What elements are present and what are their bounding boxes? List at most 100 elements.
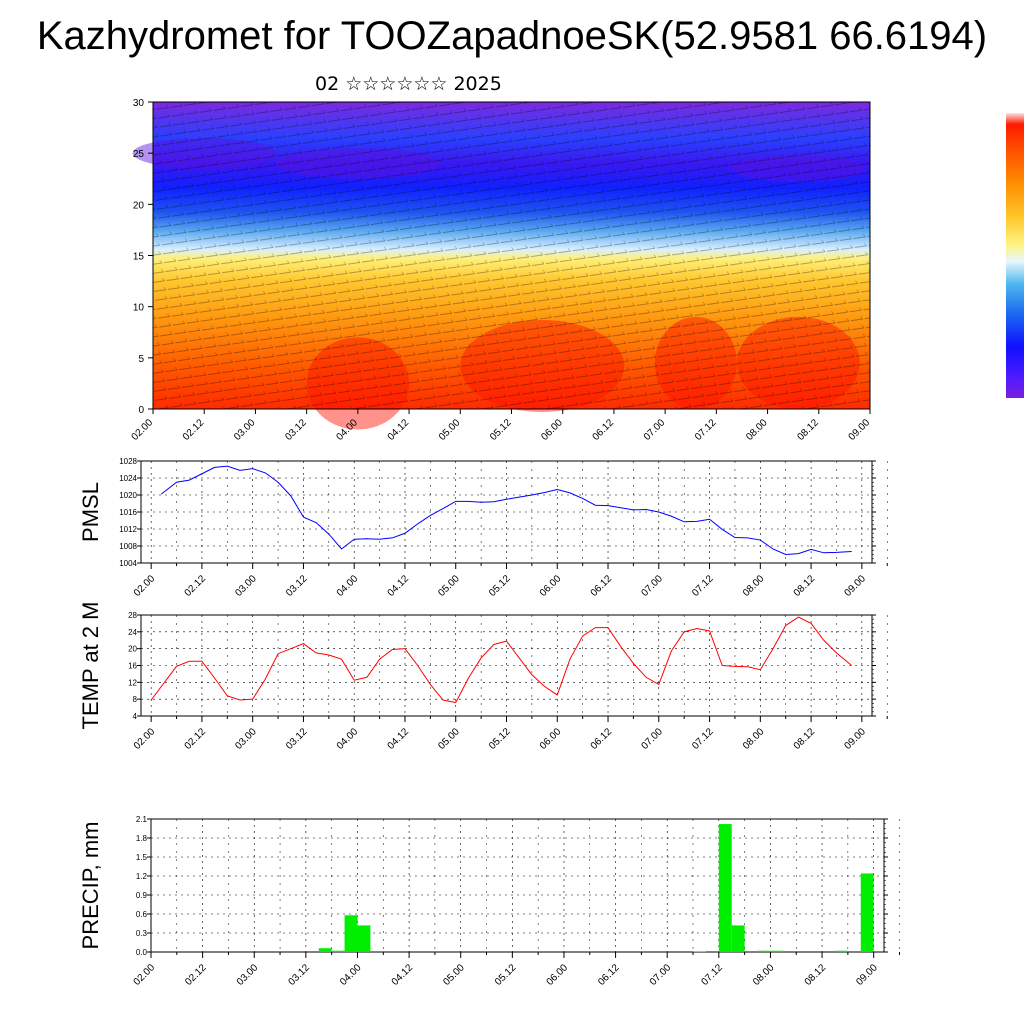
cross-section-y-tick-label: 30 xyxy=(133,98,145,109)
cross-section-x-tick-label: 03.00 xyxy=(232,417,258,443)
x-tick-label: 09.00 xyxy=(842,726,868,752)
x-tick-label: 08.12 xyxy=(792,573,818,599)
precip-bar xyxy=(357,925,371,952)
x-tick-label: 08.00 xyxy=(741,573,767,599)
y-tick-label: 1024 xyxy=(119,474,137,483)
cross-section-x-tick-label: 07.00 xyxy=(642,417,668,443)
cross-section-x-tick-label: 05.12 xyxy=(488,417,514,443)
cross-section-y-tick-label: 10 xyxy=(133,303,145,314)
x-tick-label: 03.12 xyxy=(287,962,313,988)
x-tick-label: 07.12 xyxy=(699,962,725,988)
y-tick-label: 1016 xyxy=(119,508,137,517)
cross-section-x-tick-label: 02.12 xyxy=(181,417,207,443)
cross-section-y-tick-label: 0 xyxy=(138,405,144,416)
x-tick-label: 08.00 xyxy=(741,726,767,752)
x-tick-label: 02.12 xyxy=(183,726,209,752)
x-tick-label: 08.12 xyxy=(792,726,818,752)
x-tick-label: 04.12 xyxy=(386,726,412,752)
x-tick-label: 06.00 xyxy=(538,726,564,752)
temp-panel: 4 8 12 16 20 24 28 02.00 02.12 03.00 03.12 04.00 04.… xyxy=(78,602,888,752)
y-tick-label: 1012 xyxy=(119,525,137,534)
cross-section-x-tick-label: 04.12 xyxy=(386,417,412,443)
y-tick-label: 0.3 xyxy=(136,929,148,938)
x-tick-label: 05.00 xyxy=(436,573,462,599)
x-tick-label: 06.00 xyxy=(545,962,571,988)
y-axis-label: PRECIP, mm xyxy=(78,822,103,950)
wind-vector-overlay xyxy=(153,102,870,409)
precip-bar xyxy=(344,915,358,952)
x-tick-label: 07.00 xyxy=(648,962,674,988)
x-tick-label: 04.00 xyxy=(335,726,361,752)
y-tick-label: 2.1 xyxy=(136,815,148,824)
x-tick-label: 02.00 xyxy=(132,573,158,599)
pmsl-panel: 1004 1008 1012 1016 1020 1024 1028 02.00 02.12 03… xyxy=(78,457,888,599)
x-tick-label: 08.12 xyxy=(803,962,829,988)
panel-frame xyxy=(150,818,885,953)
x-tick-label: 03.00 xyxy=(235,962,261,988)
precip-bar xyxy=(770,950,784,952)
x-tick-label: 09.00 xyxy=(854,962,880,988)
x-tick-label: 05.12 xyxy=(493,962,519,988)
precip-bar xyxy=(860,873,874,952)
x-tick-label: 07.12 xyxy=(690,726,716,752)
x-tick-label: 02.12 xyxy=(183,962,209,988)
x-tick-label: 05.12 xyxy=(487,573,513,599)
x-tick-label: 06.12 xyxy=(596,962,622,988)
pmsl-line xyxy=(160,465,852,556)
precip-bar xyxy=(331,950,345,952)
y-tick-label: 1004 xyxy=(119,559,137,568)
x-tick-label: 04.12 xyxy=(386,573,412,599)
y-tick-label: 20 xyxy=(128,645,137,654)
y-tick-label: 28 xyxy=(128,611,137,620)
x-tick-label: 03.00 xyxy=(233,573,259,599)
y-tick-label: 8 xyxy=(133,695,138,704)
x-tick-label: 02.00 xyxy=(132,962,158,988)
y-tick-label: 0.0 xyxy=(136,948,148,957)
x-tick-label: 07.00 xyxy=(639,573,665,599)
cross-section-y-axis: 0 5 10 15 20 25 30 xyxy=(133,98,153,416)
precip-bar xyxy=(834,950,848,952)
x-tick-label: 04.00 xyxy=(338,962,364,988)
x-tick-label: 06.00 xyxy=(538,573,564,599)
cross-section-x-tick-label: 05.00 xyxy=(437,417,463,443)
cross-section-y-tick-label: 20 xyxy=(133,200,145,211)
cross-section-x-tick-label: 06.12 xyxy=(591,417,617,443)
cross-section-y-tick-label: 5 xyxy=(138,354,144,365)
y-tick-label: 1020 xyxy=(119,491,137,500)
x-tick-label: 07.12 xyxy=(690,573,716,599)
x-tick-label: 03.12 xyxy=(284,573,310,599)
y-tick-label: 0.9 xyxy=(136,891,148,900)
x-tick-label: 04.12 xyxy=(390,962,416,988)
y-tick-label: 1.5 xyxy=(136,853,148,862)
y-tick-label: 0.6 xyxy=(136,910,148,919)
x-tick-label: 05.00 xyxy=(441,962,467,988)
cross-section-y-tick-label: 15 xyxy=(133,252,145,263)
precip-bar xyxy=(718,824,732,952)
x-tick-label: 05.12 xyxy=(487,726,513,752)
x-tick-label: 08.00 xyxy=(751,962,777,988)
precip-bar xyxy=(693,951,706,952)
precip-bar xyxy=(731,925,745,952)
y-axis-label: TEMP at 2 M xyxy=(78,602,103,730)
precip-bar xyxy=(318,948,332,952)
y-tick-label: 12 xyxy=(128,678,137,687)
cross-section-x-tick-label: 08.00 xyxy=(744,417,770,443)
colorbar xyxy=(1006,113,1024,398)
cross-section-x-tick-label: 03.12 xyxy=(283,417,309,443)
y-tick-label: 4 xyxy=(133,712,138,721)
y-tick-label: 1008 xyxy=(119,542,137,551)
x-tick-label: 05.00 xyxy=(436,726,462,752)
cross-section-x-tick-label: 07.12 xyxy=(693,417,719,443)
x-tick-label: 03.00 xyxy=(233,726,259,752)
cross-section-x-tick-label: 09.00 xyxy=(847,417,873,443)
chart-title: Kazhydromet for TOOZapadnoeSK(52.9581 66… xyxy=(36,14,988,58)
cross-section-x-tick-label: 02.00 xyxy=(130,417,156,443)
y-tick-label: 1028 xyxy=(119,457,137,466)
x-tick-label: 07.00 xyxy=(639,726,665,752)
cross-section-x-axis: 02.00 02.12 03.00 03.12 04.00 04.12 05.00 05.12… xyxy=(130,409,873,443)
x-tick-label: 04.00 xyxy=(335,573,361,599)
precip-bar xyxy=(757,950,771,952)
x-tick-label: 06.12 xyxy=(589,726,615,752)
